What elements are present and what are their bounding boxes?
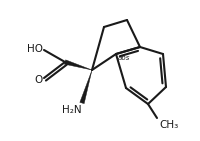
Text: H₂N: H₂N bbox=[62, 105, 82, 115]
Text: CH₃: CH₃ bbox=[158, 120, 177, 130]
Polygon shape bbox=[64, 60, 92, 70]
Polygon shape bbox=[79, 70, 92, 104]
Text: O: O bbox=[35, 75, 43, 85]
Text: abs: abs bbox=[117, 55, 130, 61]
Text: HO: HO bbox=[27, 44, 43, 54]
